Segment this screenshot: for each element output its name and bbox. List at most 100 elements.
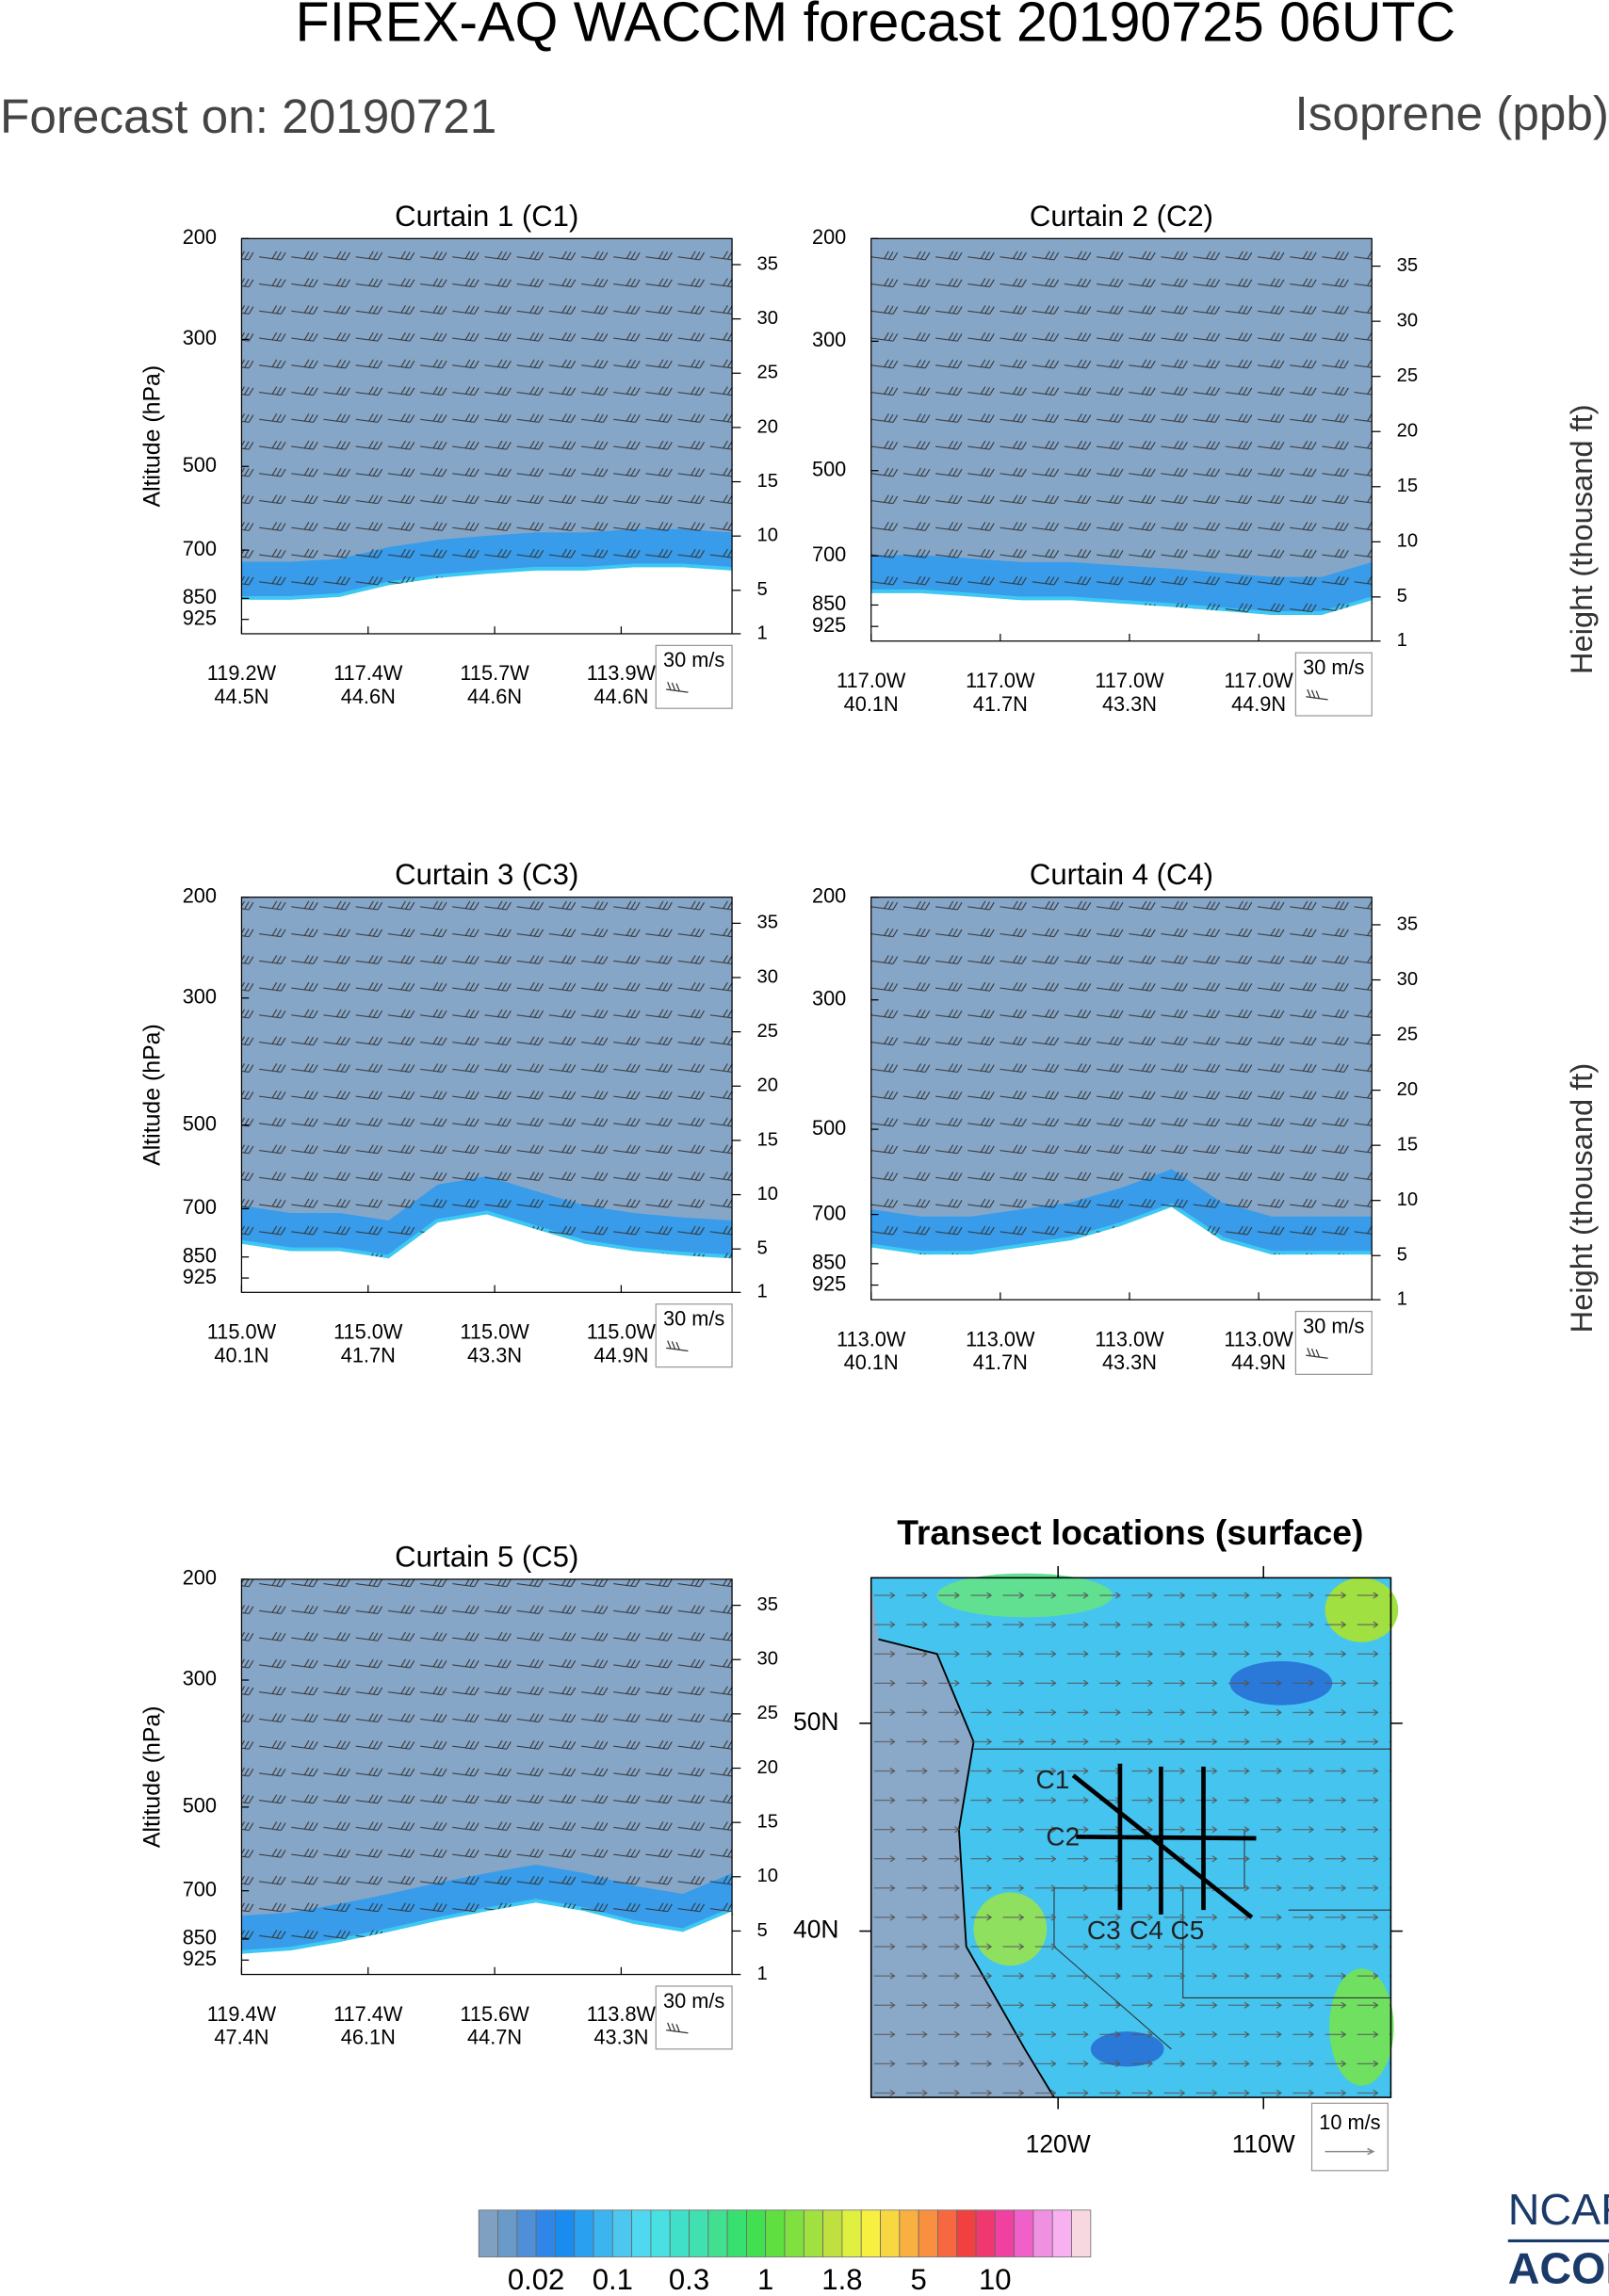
y-tick-label: 40N xyxy=(793,1916,838,1944)
y2-tick-label: 30 xyxy=(1397,969,1418,990)
colorbar-label: 0.3 xyxy=(669,2263,709,2296)
colorbar-box xyxy=(994,2209,1016,2257)
x-tick-label: 43.3N xyxy=(1102,692,1157,716)
y-tick-label: 925 xyxy=(812,613,846,637)
y-tick-label: 850 xyxy=(812,1251,846,1274)
y2-tick-label: 15 xyxy=(756,1129,777,1150)
x-tick-label: 113.0W xyxy=(837,1327,906,1350)
wind-ref-barb xyxy=(1306,688,1328,701)
x-tick-label: 115.0W xyxy=(587,1320,657,1344)
x-tick-label: 113.0W xyxy=(1224,1327,1293,1350)
y2-tick-label: 25 xyxy=(756,1021,777,1042)
x-tick-label: 47.4N xyxy=(214,2026,268,2049)
colorbar-label: 0.1 xyxy=(593,2263,633,2296)
wind-ref-arrow xyxy=(1325,2147,1375,2156)
colorbar-label: 10 xyxy=(979,2263,1012,2296)
y2-tick-label: 25 xyxy=(756,1703,777,1723)
wind-ref-barb xyxy=(1306,1348,1328,1359)
y-axis-label: Altitude (hPa) xyxy=(139,1024,166,1166)
y2-axis-label: Height (thousand ft) xyxy=(1564,404,1599,674)
x-tick-label: 40.1N xyxy=(214,1343,268,1366)
y2-tick-label: 1 xyxy=(1397,630,1407,651)
y2-tick-label: 20 xyxy=(756,1757,777,1778)
below-ground xyxy=(241,1214,733,1294)
map-frame xyxy=(870,1576,1392,2098)
colorbar-label: 1 xyxy=(757,2263,773,2296)
y-tick-label: 300 xyxy=(183,985,217,1009)
y-tick-label: 700 xyxy=(183,1195,217,1219)
colorbar-box xyxy=(937,2209,958,2257)
colorbar-box xyxy=(726,2209,747,2257)
colorbar-box xyxy=(899,2209,919,2257)
panel-frame xyxy=(240,897,733,1293)
y2-tick-label: 25 xyxy=(756,363,777,383)
y2-tick-label: 30 xyxy=(756,308,777,329)
y2-tick-label: 1 xyxy=(756,623,767,643)
colorbar-box xyxy=(765,2209,786,2257)
below-ground xyxy=(241,1902,733,1977)
colorbar-box xyxy=(497,2209,518,2257)
wind-ref-label: 30 m/s xyxy=(1303,1314,1364,1337)
variable-name: Isoprene (ppb) xyxy=(1295,87,1609,140)
y-tick-label: 850 xyxy=(812,591,846,615)
x-tick-label: 44.9N xyxy=(1231,692,1286,716)
y-tick-label: 850 xyxy=(183,1243,217,1267)
transect-label: C3 xyxy=(1087,1916,1121,1945)
x-tick-label: 110W xyxy=(1232,2129,1295,2158)
y-tick-label: 200 xyxy=(183,883,217,907)
colorbar-box xyxy=(516,2209,537,2257)
wind-ref-barb xyxy=(666,682,689,693)
x-tick-label: 41.7N xyxy=(973,692,1028,716)
map-decor xyxy=(870,1573,1399,2098)
below-ground xyxy=(870,592,1373,643)
x-tick-label: 115.0W xyxy=(460,1320,529,1344)
y2-tick-label: 35 xyxy=(1397,914,1418,934)
y2-tick-label: 20 xyxy=(1397,1079,1418,1100)
x-tick-label: 120W xyxy=(1026,2129,1091,2158)
wind-ref-box xyxy=(655,1985,733,2050)
y2-tick-label: 5 xyxy=(1397,586,1407,606)
y-tick-label: 300 xyxy=(812,986,846,1010)
y2-tick-label: 35 xyxy=(756,913,777,933)
y2-tick-label: 30 xyxy=(756,966,777,987)
wind-ref-label: 10 m/s xyxy=(1319,2110,1380,2134)
y2-tick-label: 35 xyxy=(1397,255,1418,276)
y2-tick-label: 15 xyxy=(756,1812,777,1833)
x-tick-label: 119.2W xyxy=(207,661,277,685)
colorbar-box xyxy=(822,2209,843,2257)
panel-frame xyxy=(870,897,1373,1301)
colorbar-box xyxy=(1014,2209,1034,2257)
y-tick-label: 500 xyxy=(183,453,217,477)
x-tick-label: 41.7N xyxy=(341,1343,396,1366)
wind-ref-box xyxy=(1294,1310,1373,1375)
x-tick-label: 117.4W xyxy=(333,2002,403,2026)
panel-frame xyxy=(240,237,733,635)
panel-frame xyxy=(240,1578,733,1976)
transect-lines xyxy=(1071,1763,1257,1919)
y-tick-label: 925 xyxy=(812,1271,846,1295)
colorbar-box xyxy=(1051,2209,1072,2257)
x-tick-label: 44.6N xyxy=(593,685,648,708)
wind-barbs xyxy=(241,1578,733,1975)
wind-ref-label: 30 m/s xyxy=(1303,655,1364,679)
y2-tick-label: 15 xyxy=(1397,476,1418,496)
y2-tick-label: 1 xyxy=(756,1964,767,1984)
colorbar-box xyxy=(746,2209,767,2257)
x-tick-label: 117.0W xyxy=(1224,669,1293,692)
wind-ref-label: 30 m/s xyxy=(663,648,724,671)
y2-tick-label: 20 xyxy=(756,1075,777,1096)
y2-tick-label: 5 xyxy=(756,1238,767,1259)
colorbar-box xyxy=(689,2209,709,2257)
x-tick-label: 115.0W xyxy=(207,1320,277,1344)
y-tick-label: 925 xyxy=(183,1947,217,1970)
panel-title: Curtain 1 (C1) xyxy=(395,200,578,233)
colorbar-label: 0.02 xyxy=(508,2263,564,2296)
x-tick-label: 113.0W xyxy=(966,1327,1035,1350)
x-tick-label: 117.0W xyxy=(837,669,906,692)
colorbar-box xyxy=(555,2209,576,2257)
y-tick-label: 500 xyxy=(812,1116,846,1140)
colorbar-box xyxy=(593,2209,613,2257)
x-tick-label: 117.0W xyxy=(966,669,1035,692)
panel-title: Curtain 5 (C5) xyxy=(395,1540,578,1573)
